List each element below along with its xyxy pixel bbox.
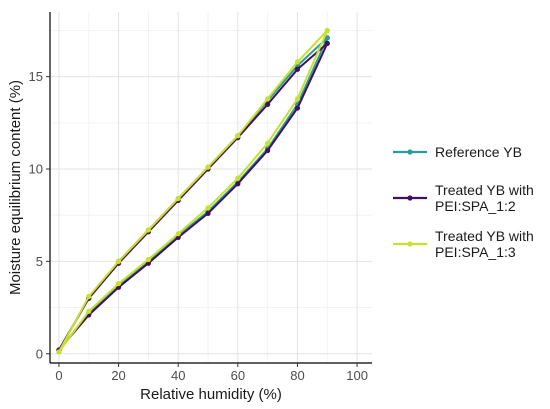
data-point [294, 105, 301, 111]
data-point [294, 96, 301, 102]
series-line [58, 42, 329, 351]
data-point [235, 181, 241, 187]
data-point [145, 260, 151, 266]
data-point [205, 164, 211, 170]
legend-label: Reference YB [435, 144, 522, 160]
data-point [115, 280, 122, 287]
tick-labels: 0 20 40 60 80 100 0 5 10 15 [29, 69, 368, 383]
data-point [175, 195, 181, 202]
legend-item: Reference YB [393, 144, 522, 160]
data-point [235, 133, 241, 139]
grid [50, 12, 372, 363]
x-tick-label: 60 [231, 368, 245, 383]
data-point [56, 349, 62, 355]
x-tick-label: 100 [346, 368, 368, 383]
y-axis-title: Moisture equilibrium content (%) [7, 80, 24, 295]
y-tick-label: 5 [36, 254, 43, 269]
series-line [58, 29, 329, 353]
legend-key-point [407, 195, 413, 201]
data-point [205, 205, 211, 211]
data-point [294, 66, 301, 72]
y-tick-label: 10 [29, 162, 43, 177]
data-point [265, 147, 271, 154]
data-point [86, 293, 92, 300]
x-tick-label: 80 [290, 368, 304, 383]
data-point [294, 59, 301, 65]
data-point [324, 27, 330, 34]
legend-label: Treated YB with [435, 228, 534, 244]
data-point [235, 175, 241, 181]
legend-key-point [407, 241, 413, 247]
series-line [58, 37, 329, 351]
axes [49, 12, 372, 364]
data-point [265, 101, 271, 107]
x-tick-label: 0 [55, 368, 62, 383]
series-3 [56, 27, 330, 355]
series-line [58, 30, 329, 353]
legend-label: PEI:SPA_1:2 [435, 198, 516, 214]
series-2 [56, 40, 330, 353]
data-point [115, 258, 122, 264]
x-tick-label: 40 [171, 368, 185, 383]
data-point [145, 227, 151, 233]
data-point [324, 40, 330, 47]
x-tick-label: 20 [111, 368, 125, 383]
series-1 [56, 35, 330, 353]
x-axis-title: Relative humidity (%) [140, 386, 282, 403]
series-group [56, 27, 330, 355]
data-point [265, 96, 271, 102]
legend-label: PEI:SPA_1:3 [435, 244, 516, 260]
legend-label: Treated YB with [435, 182, 534, 198]
data-point [145, 256, 151, 263]
data-point [265, 140, 271, 146]
series-line [58, 42, 328, 351]
legend-key-point [407, 149, 413, 155]
data-point [175, 231, 181, 237]
data-point [205, 210, 211, 216]
data-point [86, 308, 92, 314]
y-tick-label: 15 [29, 69, 43, 84]
data-point [324, 35, 330, 41]
y-tick-label: 0 [36, 346, 43, 361]
